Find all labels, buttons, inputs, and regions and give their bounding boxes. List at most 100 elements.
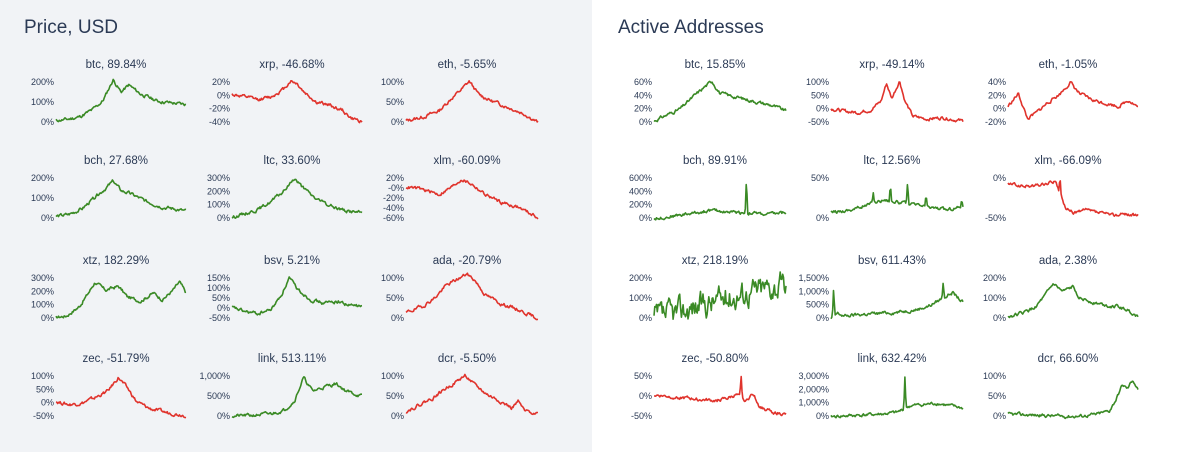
y-tick-label: 1,000% (798, 398, 829, 408)
series-line (405, 272, 539, 321)
y-tick-label: 200% (31, 77, 54, 87)
y-tick-label: -20% (383, 193, 404, 203)
chart-title: xtz, 182.29% (83, 255, 149, 267)
y-tick-label: 0% (41, 213, 54, 223)
series-line (830, 183, 964, 214)
series-line (653, 183, 787, 221)
y-tick-label: 20% (634, 104, 652, 114)
y-tick-label: 50% (386, 97, 404, 107)
y-tick-label: -50% (209, 313, 230, 323)
chart-title: zec, -50.80% (681, 353, 748, 365)
chart-svg: link, 632.42% 3,000% 2,000% 1,000% 0% (798, 353, 964, 421)
y-tick-label: 0% (41, 117, 54, 127)
y-tick-label: 100% (629, 293, 652, 303)
chart-svg: btc, 15.85% 60% 40% 20% 0% (634, 59, 787, 127)
chart-title: dcr, 66.60% (1038, 353, 1099, 365)
y-tick-label: 60% (634, 77, 652, 87)
y-tick-label: 100% (31, 97, 54, 107)
mini-chart: xrp, -49.14% 100% 50% 0% -50% (795, 59, 965, 157)
chart-title: eth, -1.05% (1039, 59, 1098, 71)
chart-svg: zec, -51.79% 100% 50% 0% -50% (31, 353, 187, 421)
series-line (55, 179, 187, 218)
y-tick-label: 100% (31, 193, 54, 203)
chart-svg: btc, 89.84% 200% 100% 0% (31, 59, 187, 127)
mini-chart: zec, -50.80% 50% 0% -50% (618, 353, 788, 451)
series-line (1007, 380, 1139, 420)
y-tick-label: 1,000% (798, 286, 829, 296)
y-tick-label: -50% (631, 411, 652, 421)
y-tick-label: 500% (806, 300, 829, 310)
series-line (830, 282, 964, 320)
mini-chart: xrp, -46.68% 20% 0% -20% -40% (196, 59, 364, 157)
y-tick-label: 100% (207, 283, 230, 293)
series-line (405, 80, 539, 123)
mini-chart: ada, 2.38% 200% 100% 0% (972, 255, 1140, 353)
chart-title: xrp, -46.68% (259, 59, 324, 71)
panel-title: Active Addresses (618, 17, 764, 38)
chart-svg: ltc, 33.60% 300% 200% 100% 0% (207, 155, 363, 223)
chart-title: eth, -5.65% (438, 59, 497, 71)
chart-title: ada, -20.79% (433, 255, 501, 267)
series-line (830, 81, 964, 123)
mini-chart: xlm, -66.09% 0% -50% (972, 155, 1140, 253)
chart-title: ltc, 12.56% (864, 155, 921, 167)
chart-title: bsv, 5.21% (264, 255, 320, 267)
mini-chart: bch, 27.68% 200% 100% 0% (20, 155, 188, 253)
y-tick-label: 40% (634, 90, 652, 100)
mini-chart: ltc, 33.60% 300% 200% 100% 0% (196, 155, 364, 253)
chart-title: dcr, -5.50% (438, 353, 496, 365)
panel-title: Price, USD (24, 17, 118, 38)
chart-svg: bch, 27.68% 200% 100% 0% (31, 155, 187, 223)
y-tick-label: 0% (217, 90, 230, 100)
chart-title: xrp, -49.14% (859, 59, 924, 71)
series-line (653, 271, 787, 320)
chart-title: xtz, 218.19% (682, 255, 748, 267)
y-tick-label: 0% (41, 398, 54, 408)
y-tick-label: 150% (207, 273, 230, 283)
price-panel: Price, USD btc, 89.84% 200% 100% 0% xrp, -46… (20, 17, 540, 451)
mini-chart: bch, 89.91% 600% 400% 200% 0% (618, 155, 788, 253)
mini-chart: btc, 15.85% 60% 40% 20% 0% (618, 59, 788, 157)
y-tick-label: 300% (31, 273, 54, 283)
mini-chart: dcr, -5.50% 100% 50% 0% (370, 353, 540, 451)
y-tick-label: 2,000% (798, 384, 829, 394)
chart-title: bch, 89.91% (683, 155, 747, 167)
y-tick-label: 50% (988, 391, 1006, 401)
mini-chart: btc, 89.84% 200% 100% 0% (20, 59, 188, 157)
y-tick-label: -20% (209, 104, 230, 114)
y-tick-label: 200% (983, 273, 1006, 283)
mini-chart: ltc, 12.56% 50% 0% (795, 155, 965, 253)
y-tick-label: 20% (212, 77, 230, 87)
mini-chart: ada, -20.79% 100% 50% 0% (370, 255, 540, 353)
y-tick-label: 0% (816, 313, 829, 323)
y-tick-label: 100% (207, 200, 230, 210)
series-line (1007, 283, 1139, 319)
series-line (231, 178, 363, 219)
y-tick-label: 0% (217, 411, 230, 421)
y-tick-label: 300% (207, 173, 230, 183)
y-tick-label: -50% (985, 213, 1006, 223)
y-tick-label: 100% (806, 77, 829, 87)
series-line (55, 376, 187, 419)
y-tick-label: 20% (988, 90, 1006, 100)
chart-svg: xtz, 182.29% 300% 200% 100% 0% (31, 255, 187, 323)
chart-svg: xlm, -60.09% 20%-0%-20%-40%-60% (383, 155, 539, 223)
series-line (231, 80, 363, 124)
y-tick-label: 50% (36, 384, 54, 394)
series-line (55, 78, 187, 123)
y-tick-label: 100% (381, 273, 404, 283)
y-tick-label: 600% (629, 173, 652, 183)
y-tick-label: 20% (386, 173, 404, 183)
chart-title: xlm, -60.09% (433, 155, 500, 167)
chart-svg: bch, 89.91% 600% 400% 200% 0% (629, 155, 787, 223)
y-tick-label: 200% (31, 286, 54, 296)
y-tick-label: 100% (983, 371, 1006, 381)
mini-chart: zec, -51.79% 100% 50% 0% -50% (20, 353, 188, 451)
y-tick-label: 1,000% (199, 371, 230, 381)
y-tick-label: 0% (391, 117, 404, 127)
y-tick-label: 200% (207, 186, 230, 196)
series-line (653, 80, 787, 123)
chart-title: bsv, 611.43% (858, 255, 926, 267)
mini-chart: xtz, 218.19% 200% 100% 0% (618, 255, 788, 353)
